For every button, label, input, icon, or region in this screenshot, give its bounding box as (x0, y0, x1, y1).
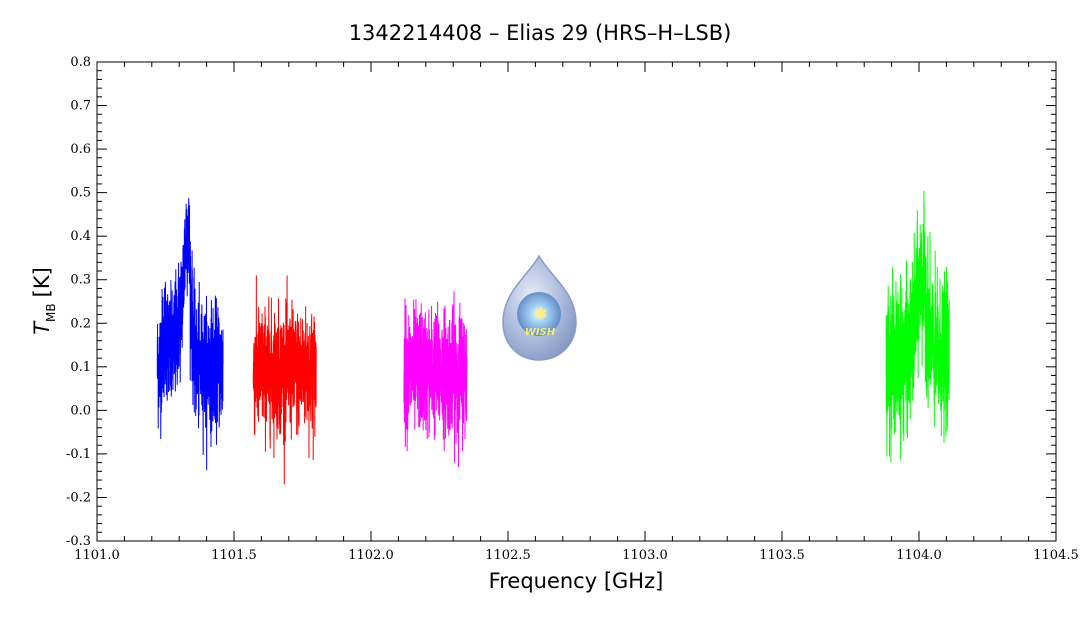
y-tick-label: -0.2 (66, 490, 91, 505)
y-tick-label: -0.1 (66, 447, 91, 462)
plot-frame (96, 61, 1057, 542)
x-tick-label: 1102.5 (485, 548, 531, 563)
wish-logo-star-icon: ✱ (534, 304, 547, 323)
y-axis-title-unit: [K] (30, 267, 54, 297)
y-axis-title-subscript: MB (44, 303, 58, 322)
series-layer (156, 191, 950, 485)
y-tick-label: 0.6 (70, 142, 91, 157)
y-tick-label: 0.7 (70, 99, 91, 114)
x-tick-label: 1101.5 (211, 548, 257, 563)
y-tick-label: 0.3 (70, 273, 91, 288)
wish-logo-text: WISH (525, 327, 556, 338)
x-tick-label: 1103.0 (622, 548, 668, 563)
spectrum-line (252, 275, 317, 485)
x-tick-label: 1104.5 (1033, 548, 1079, 563)
x-tick-label: 1101.0 (74, 548, 120, 563)
y-tick-label: 0.5 (70, 186, 91, 201)
svg-text:TMB[K]: TMB [K] (30, 267, 58, 335)
spectrum-line (885, 191, 950, 463)
y-axis-title: TMB [K] (30, 267, 58, 335)
ticks-layer: 1101.0 1101.5 1102.0 1102.5 1103.0 1103.5 1104… (66, 55, 1079, 563)
y-axis-title-main: T (30, 320, 54, 335)
chart-title: 1342214408 – Elias 29 (HRS–H–LSB) (349, 21, 732, 45)
x-tick-label: 1102.0 (348, 548, 394, 563)
y-tick-label: 0.4 (70, 229, 91, 244)
wish-logo: ✱ WISH (502, 254, 577, 361)
spectrum-line (156, 198, 224, 471)
x-tick-label: 1104.0 (896, 548, 942, 563)
y-tick-label: 0.0 (70, 403, 91, 418)
y-tick-label: -0.3 (66, 534, 91, 549)
y-tick-label: 0.1 (70, 360, 91, 375)
y-tick-label: 0.8 (70, 55, 91, 70)
y-tick-label: 0.2 (70, 316, 91, 331)
wish-logo-core-icon (517, 292, 561, 336)
x-tick-label: 1103.5 (759, 548, 805, 563)
x-axis-title: Frequency [GHz] (489, 569, 664, 593)
spectrum-line (403, 291, 468, 467)
